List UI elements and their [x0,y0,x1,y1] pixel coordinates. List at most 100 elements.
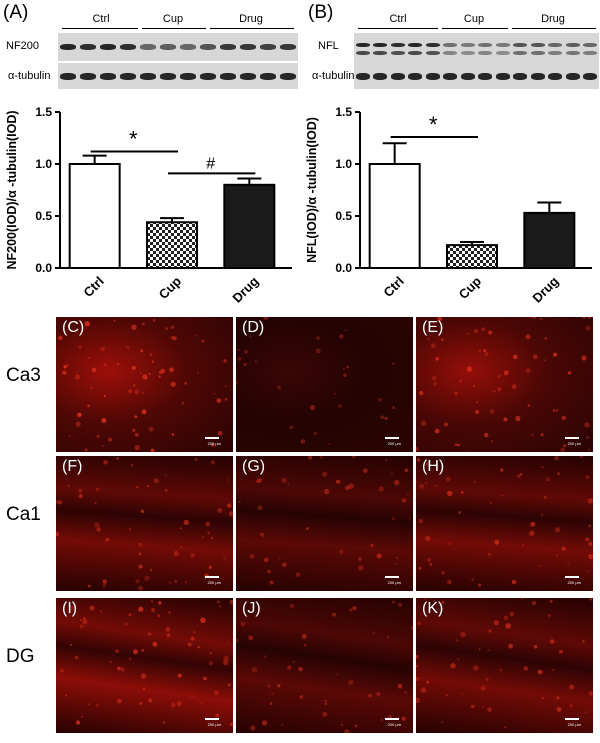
scale-bar [385,718,399,720]
blot-band [179,72,197,80]
blot-band [460,51,475,55]
micrograph: (E) 200 μm [416,317,593,452]
scale-bar-label: 200 μm [207,580,221,585]
blot-band [425,51,440,55]
blot-band [239,44,257,50]
blot-band [279,72,297,80]
blot-band [99,72,117,80]
blot-band [259,72,277,80]
category-label: Cup [456,273,485,302]
micrograph-letter: (H) [422,458,445,475]
blot-band [583,43,598,47]
micrograph-letter: (D) [242,319,265,336]
bar [446,244,498,269]
blot-band [513,72,528,80]
y-tick-label: 0.0 [35,261,52,275]
blot-band [408,72,423,80]
micrograph-letter: (J) [242,600,261,617]
blot-band [408,51,423,55]
category-label: Ctrl [380,274,406,300]
blot-band [390,43,405,47]
micrograph-letter: (I) [62,600,78,617]
bar [368,163,421,269]
bar [146,221,198,269]
blot-band [199,72,217,80]
micrograph: (I) 200 μm [56,598,233,733]
blot-band [548,43,563,47]
blot-band [460,43,475,47]
blot-band [219,72,237,80]
blot-band [355,72,370,80]
micrograph: (K) 200 μm [416,598,593,733]
micrograph-letter: (G) [242,458,266,475]
lane-label-ctrl-b: Ctrl [389,13,407,25]
y-axis-label: NFL(IOD)/α -tubulin(IOD) [305,117,319,263]
y-tick-label: 1.0 [35,157,52,171]
significance-marker: * [129,127,138,152]
y-tick-label: 1.0 [335,157,352,171]
lane-label-ctrl-a: Ctrl [92,13,110,25]
blot-band [390,72,405,80]
blot-label-nf200: NF200 [6,40,40,52]
scale-bar-label: 200 μm [387,580,401,585]
scale-bar-label: 200 μm [567,441,581,446]
blot-band [390,51,405,55]
blot-band [259,44,277,50]
micrograph-letter: (E) [422,319,444,336]
blot-band [408,43,423,47]
blot-band [139,72,157,80]
y-tick-label: 0.0 [335,261,352,275]
blot-band [373,51,388,55]
scale-bar-label: 200 μm [207,441,221,446]
lane-line-drug-b [512,28,596,29]
micrograph: (J) 200 μm [236,598,413,733]
micrograph-letter: (C) [62,319,85,336]
scale-bar [565,576,579,578]
micrograph: (D) 200 μm [236,317,413,452]
scale-bar [565,437,579,439]
blot-band [583,51,598,55]
category-label: Drug [229,273,261,305]
blot-band [119,72,137,80]
blot-label-tubulin-a: α-tubulin [8,70,51,82]
bar [223,183,276,269]
lane-label-cup-b: Cup [463,13,485,25]
blot-band [478,72,493,80]
y-tick-label: 0.5 [35,209,52,223]
blot-band [583,72,598,80]
blot-band [59,44,77,50]
micrograph: (C) 200 μm [56,317,233,452]
scale-bar [385,437,399,439]
y-tick-label: 1.5 [335,105,352,119]
blot-band [530,43,545,47]
blot-band [478,43,493,47]
bar [68,163,121,269]
lane-label-cup-a: Cup [162,13,184,25]
blot-strip-nf200 [58,33,298,61]
micrograph: (G) 200 μm [236,456,413,591]
blot-band [565,72,580,80]
blot-band [495,72,510,80]
bar-chart-nfl: 0.0 0.5 1.0 1.5 NFL(IOD)/α -tubulin(IOD) Ctrl… [305,105,592,306]
lane-line-cup-a [142,28,206,29]
blot-band [355,51,370,55]
blot-band [355,43,370,47]
blot-strip-nfl [354,33,599,63]
category-label: Cup [156,273,185,302]
micrograph: (F) 200 μm [56,456,233,591]
blot-band [443,51,458,55]
blot-band [119,44,137,50]
category-label: Ctrl [80,274,106,300]
blot-band [443,43,458,47]
region-label: DG [6,646,35,667]
panel-letter-b: (B) [308,2,334,23]
category-label: Drug [529,273,561,305]
bar [523,211,576,269]
lane-line-ctrl-b [358,28,438,29]
blot-band [425,72,440,80]
scale-bar [385,576,399,578]
panel-letter-a: (A) [3,2,29,23]
blot-band [478,51,493,55]
bar-chart-nf200: 0.0 0.5 1.0 1.5 NF200(IOD)/α -tubulin(IOD) Ct… [5,105,292,306]
lane-line-ctrl-a [62,28,138,29]
